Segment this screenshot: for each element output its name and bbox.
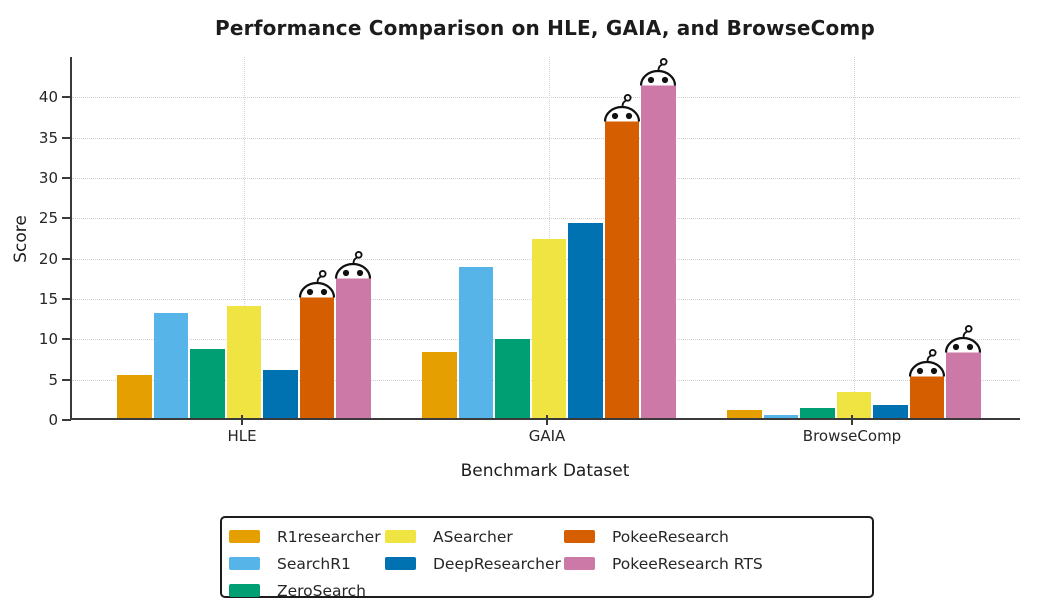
plot-area xyxy=(70,57,1020,420)
legend-item-pokeeresearch-rts: PokeeResearch RTS xyxy=(222,554,872,574)
legend-item-deepresearcher: DeepResearcher xyxy=(222,554,872,574)
legend-item-asearcher: ASearcher xyxy=(222,527,872,547)
legend-swatch xyxy=(564,557,595,570)
x-gridline xyxy=(244,57,245,418)
legend-label: R1researcher xyxy=(277,528,381,546)
legend-item-pokeeresearch: PokeeResearch xyxy=(222,527,872,547)
y-gridline xyxy=(72,177,1020,179)
legend-swatch xyxy=(385,530,416,543)
legend-label: PokeeResearch RTS xyxy=(612,555,763,573)
y-tick-mark xyxy=(62,257,71,260)
y-tick-label: 5 xyxy=(48,370,58,389)
x-tick-label-browsecomp: BrowseComp xyxy=(802,427,902,445)
x-tick-mark xyxy=(851,415,853,425)
robot-icon xyxy=(907,346,947,378)
bar-pokeeresearch-hle xyxy=(299,294,335,418)
bar-searchr1-hle xyxy=(153,313,189,418)
y-tick-label: 15 xyxy=(38,289,58,308)
x-tick-label-gaia: GAIA xyxy=(528,427,566,445)
legend-swatch xyxy=(564,530,595,543)
robot-icon xyxy=(602,91,642,122)
legend-item-zerosearch: ZeroSearch xyxy=(222,581,872,601)
bar-zerosearch-gaia xyxy=(495,338,530,418)
bar-pokeeresearch-browsecomp xyxy=(909,374,945,418)
bar-deepresearcher-gaia xyxy=(568,222,603,418)
y-tick-label: 20 xyxy=(38,249,58,268)
y-tick-label: 10 xyxy=(38,330,58,349)
y-tick-mark xyxy=(62,378,71,381)
legend-swatch xyxy=(229,584,260,597)
y-tick-mark xyxy=(62,297,71,300)
bar-pokeeresearch-gaia xyxy=(604,119,640,418)
y-tick-label: 35 xyxy=(38,128,58,147)
legend-label: SearchR1 xyxy=(277,555,351,573)
bar-deepresearcher-hle xyxy=(263,370,298,418)
bar-r1researcher-browsecomp xyxy=(727,409,762,418)
x-gridline xyxy=(549,57,550,418)
x-tick-label-hle: HLE xyxy=(227,427,257,445)
y-tick-mark xyxy=(62,176,71,179)
legend-item-r1researcher: R1researcher xyxy=(222,527,872,547)
legend-label: ASearcher xyxy=(433,528,513,546)
x-gridline xyxy=(854,57,855,418)
y-tick-mark xyxy=(62,338,71,341)
legend: R1researcher SearchR1 ZeroSearch ASearcher D… xyxy=(220,516,874,601)
y-gridline xyxy=(72,97,1020,99)
y-tick-mark xyxy=(62,217,71,220)
bar-deepresearcher-browsecomp xyxy=(873,405,908,418)
bar-pokeeresearch-rts-browsecomp xyxy=(946,350,981,418)
legend-swatch xyxy=(229,530,260,543)
y-tick-label: 0 xyxy=(48,411,58,429)
bar-r1researcher-gaia xyxy=(422,351,457,418)
legend-swatch xyxy=(229,557,260,570)
y-tick-label: 40 xyxy=(38,88,58,107)
x-tick-mark xyxy=(241,415,243,425)
chart-title: Performance Comparison on HLE, GAIA, and… xyxy=(215,16,875,40)
bar-zerosearch-browsecomp xyxy=(800,407,835,418)
y-tick-mark xyxy=(62,419,71,421)
legend-label: PokeeResearch xyxy=(612,528,729,546)
legend-label: DeepResearcher xyxy=(433,555,561,573)
legend-label: ZeroSearch xyxy=(277,582,366,600)
y-axis-label: Score xyxy=(11,215,31,263)
bar-asearcher-hle xyxy=(226,305,262,418)
bar-r1researcher-hle xyxy=(117,375,152,418)
robot-icon xyxy=(333,248,373,279)
x-tick-mark xyxy=(546,415,548,425)
legend-swatch xyxy=(385,557,416,570)
x-axis-label: Benchmark Dataset xyxy=(460,461,630,481)
bar-pokeeresearch-rts-hle xyxy=(336,275,371,418)
bar-asearcher-browsecomp xyxy=(836,392,872,418)
y-tick-mark xyxy=(62,96,71,99)
bar-searchr1-browsecomp xyxy=(763,414,799,418)
y-gridline xyxy=(72,218,1020,220)
y-gridline xyxy=(72,137,1020,139)
bar-zerosearch-hle xyxy=(190,348,225,418)
bar-searchr1-gaia xyxy=(458,267,494,418)
y-tick-mark xyxy=(62,136,71,139)
y-tick-label: 30 xyxy=(38,168,58,187)
y-tick-label: 25 xyxy=(38,209,58,228)
robot-icon xyxy=(297,267,337,298)
robot-icon xyxy=(943,322,983,353)
legend-item-searchr1: SearchR1 xyxy=(222,554,872,574)
bar-asearcher-gaia xyxy=(531,238,567,418)
robot-icon xyxy=(638,55,678,86)
bar-pokeeresearch-rts-gaia xyxy=(641,83,676,418)
